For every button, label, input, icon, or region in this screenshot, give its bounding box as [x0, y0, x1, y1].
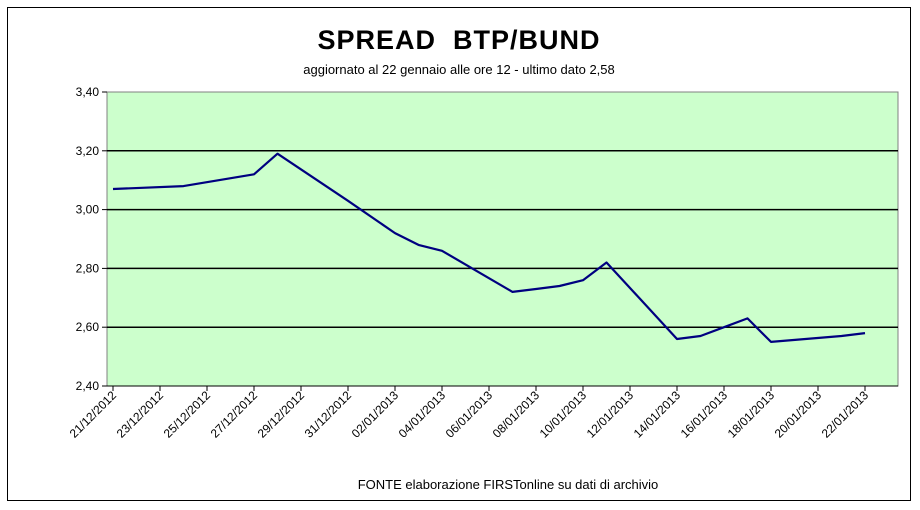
x-tick-label: 23/12/2012 [114, 388, 167, 441]
x-tick-label: 22/01/2013 [819, 388, 872, 441]
x-tick-label: 16/01/2013 [678, 388, 731, 441]
x-axis: 21/12/201223/12/201225/12/201227/12/2012… [67, 385, 898, 441]
y-tick-label: 2,60 [76, 320, 100, 334]
x-tick-label: 14/01/2013 [631, 388, 684, 441]
x-tick-label: 31/12/2012 [302, 388, 355, 441]
x-tick-label: 02/01/2013 [349, 388, 402, 441]
x-tick-label: 27/12/2012 [208, 388, 261, 441]
x-tick-label: 06/01/2013 [443, 388, 496, 441]
spread-line [112, 152, 866, 343]
x-tick-label: 29/12/2012 [255, 388, 308, 441]
x-tick-label: 21/12/2012 [67, 388, 120, 441]
x-tick-label: 10/01/2013 [537, 388, 590, 441]
y-tick-label: 3,00 [76, 203, 100, 217]
y-tick-label: 3,40 [76, 85, 100, 99]
chart-title: SPREAD BTP/BUND [317, 25, 600, 55]
x-tick-label: 04/01/2013 [396, 388, 449, 441]
gridlines [107, 150, 898, 328]
chart-source: FONTE elaborazione FIRSTonline su dati d… [358, 477, 659, 492]
line-chart: SPREAD BTP/BUND aggiornato al 22 gennaio… [67, 25, 899, 492]
y-tick-label: 2,80 [76, 261, 100, 275]
chart-frame: SPREAD BTP/BUND aggiornato al 22 gennaio… [7, 7, 911, 501]
x-tick-label: 25/12/2012 [161, 388, 214, 441]
y-tick-label: 2,40 [76, 379, 100, 393]
y-tick-label: 3,20 [76, 144, 100, 158]
x-tick-label: 12/01/2013 [584, 388, 637, 441]
x-tick-label: 08/01/2013 [490, 388, 543, 441]
x-tick-label: 20/01/2013 [772, 388, 825, 441]
x-tick-label: 18/01/2013 [725, 388, 778, 441]
chart-subtitle: aggiornato al 22 gennaio alle ore 12 - u… [303, 62, 615, 77]
y-axis: 3,40 3,20 3,00 2,80 2,60 2,40 [76, 85, 107, 393]
